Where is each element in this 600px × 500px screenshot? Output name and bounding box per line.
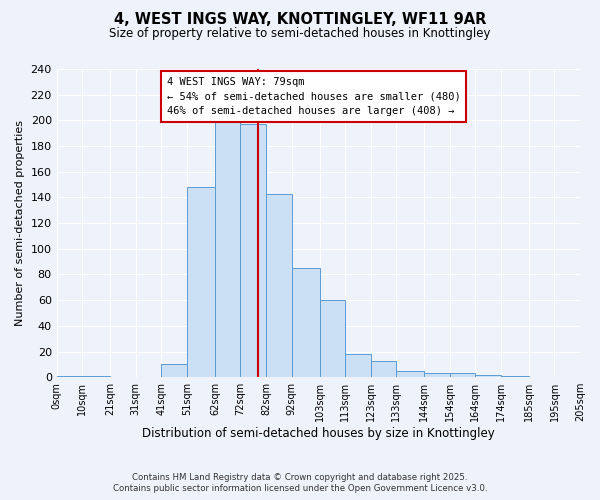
Text: Size of property relative to semi-detached houses in Knottingley: Size of property relative to semi-detach…	[109, 28, 491, 40]
Bar	[320, 300, 345, 377]
Bar	[161, 364, 187, 377]
Text: 4, WEST INGS WAY, KNOTTINGLEY, WF11 9AR: 4, WEST INGS WAY, KNOTTINGLEY, WF11 9AR	[114, 12, 486, 28]
Bar	[266, 194, 292, 377]
Bar	[187, 187, 215, 377]
Bar	[450, 374, 475, 377]
Bar	[82, 376, 110, 377]
Text: 4 WEST INGS WAY: 79sqm
← 54% of semi-detached houses are smaller (480)
46% of se: 4 WEST INGS WAY: 79sqm ← 54% of semi-det…	[167, 76, 460, 116]
Bar	[501, 376, 529, 377]
Bar	[475, 374, 501, 377]
Y-axis label: Number of semi-detached properties: Number of semi-detached properties	[15, 120, 25, 326]
X-axis label: Distribution of semi-detached houses by size in Knottingley: Distribution of semi-detached houses by …	[142, 427, 495, 440]
Bar	[241, 124, 266, 377]
Text: Contains HM Land Registry data © Crown copyright and database right 2025.: Contains HM Land Registry data © Crown c…	[132, 472, 468, 482]
Bar	[215, 120, 241, 377]
Bar	[424, 374, 450, 377]
Bar	[396, 371, 424, 377]
Bar	[371, 360, 396, 377]
Bar	[56, 376, 82, 377]
Bar	[345, 354, 371, 377]
Text: Contains public sector information licensed under the Open Government Licence v3: Contains public sector information licen…	[113, 484, 487, 493]
Bar	[292, 268, 320, 377]
